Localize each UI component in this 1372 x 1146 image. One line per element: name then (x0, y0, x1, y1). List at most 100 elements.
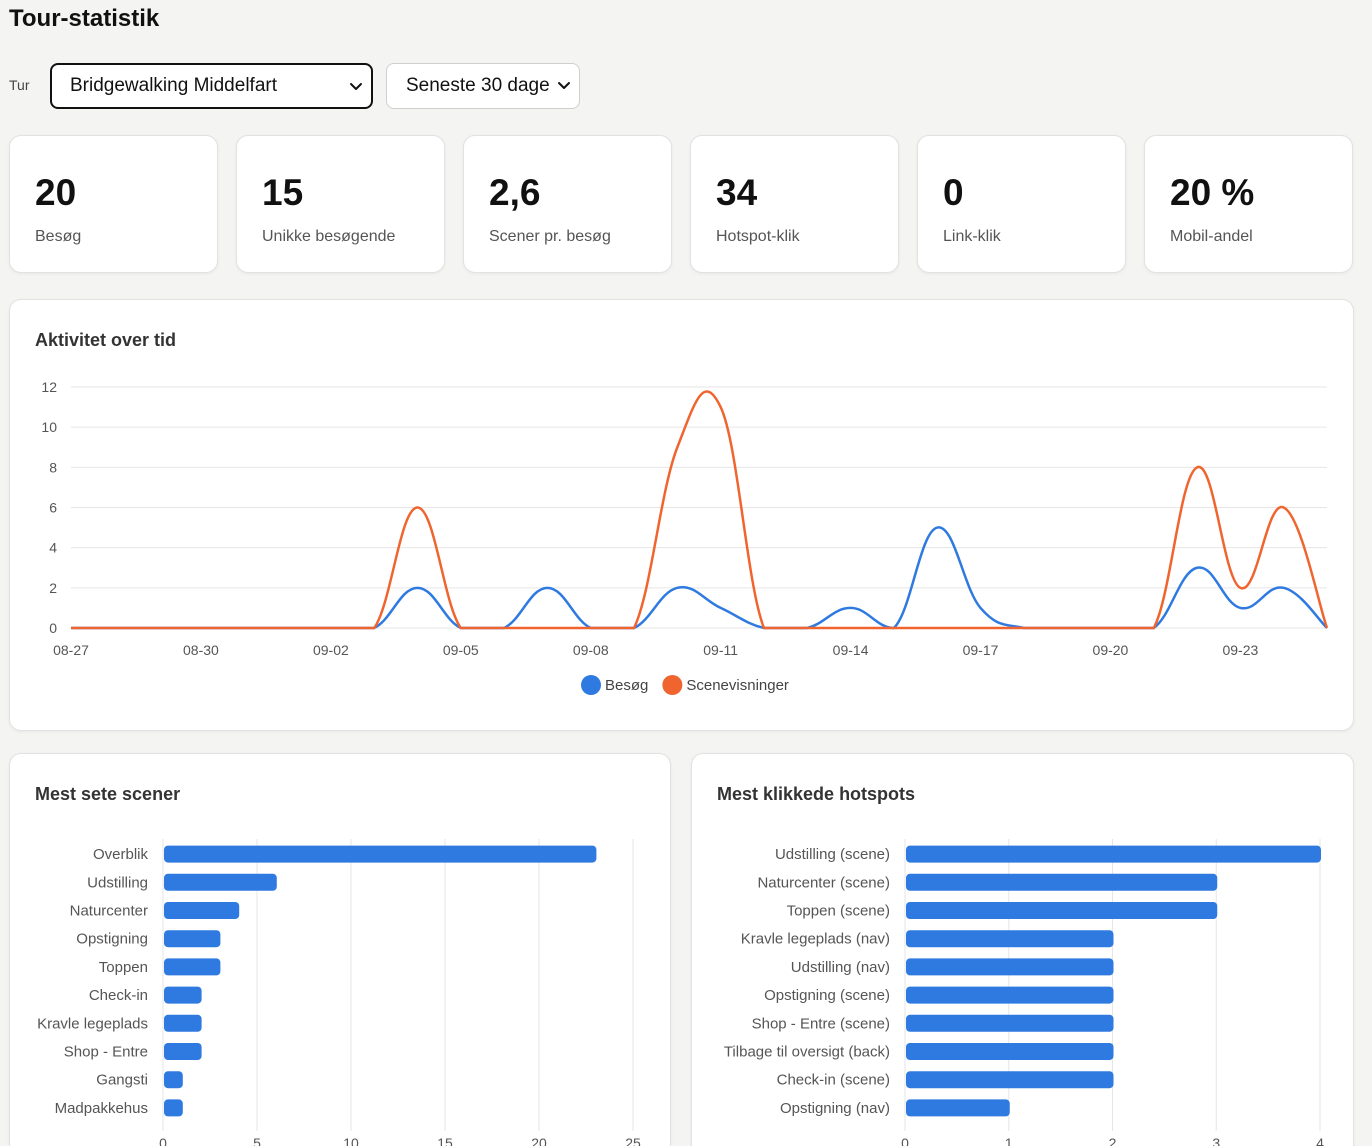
category-label: Udstilling (nav) (791, 959, 890, 976)
legend-swatch (662, 675, 683, 695)
tour-filter-label: Tur (9, 77, 30, 93)
x-tick-label: 09-08 (573, 642, 609, 658)
x-tick-label: 20 (531, 1135, 547, 1146)
legend-label: Besøg (605, 677, 648, 694)
category-label: Shop - Entre (64, 1044, 148, 1061)
hotspots-chart-title: Mest klikkede hotspots (717, 784, 916, 804)
kpi-card-hotspot-clicks: 34 Hotspot-klik (690, 135, 899, 273)
x-tick-label: 1 (1005, 1135, 1013, 1146)
legend-label: Scenevisninger (686, 677, 789, 694)
x-tick-label: 0 (901, 1135, 909, 1146)
x-tick-label: 4 (1316, 1135, 1324, 1146)
scenes-bar-chart[interactable]: 0 5 10 15 20 25 Overblik Udstilling Naturcenter O… (10, 754, 672, 1146)
y-tick-label: 12 (41, 379, 57, 395)
category-label: Udstilling (87, 874, 148, 891)
kpi-label: Mobil-andel (1170, 228, 1253, 245)
legend-swatch (581, 675, 601, 695)
category-label: Opstigning (nav) (780, 1100, 890, 1117)
kpi-value: 15 (262, 172, 304, 213)
kpi-card-link-clicks: 0 Link-klik (917, 135, 1126, 273)
kpi-label: Link-klik (943, 228, 1001, 245)
x-tick-label: 08-27 (53, 642, 89, 658)
x-tick-label: 09-11 (703, 642, 738, 658)
bar[interactable] (906, 1071, 1114, 1089)
kpi-card-visits: 20 Besøg (9, 135, 218, 273)
category-label: Toppen (scene) (787, 903, 890, 920)
y-tick-label: 0 (49, 620, 57, 636)
x-tick-label: 3 (1212, 1135, 1220, 1146)
category-label: Udstilling (scene) (775, 846, 890, 863)
scenes-panel: Mest sete scener 0 5 10 15 20 25 Overblik Udsti… (9, 753, 671, 1146)
x-tick-label: 09-17 (963, 642, 999, 658)
category-label: Toppen (99, 959, 148, 976)
page-title: Tour-statistik (9, 5, 160, 32)
kpi-label: Besøg (35, 228, 82, 245)
category-label: Shop - Entre (scene) (752, 1015, 890, 1032)
tour-select-value: Bridgewalking Middelfart (70, 75, 277, 96)
bar[interactable] (906, 1014, 1114, 1032)
kpi-card-mobile-share: 20 % Mobil-andel (1144, 135, 1353, 273)
activity-panel: Aktivitet over tid 0 2 4 6 8 10 12 08-27 08-30 09… (9, 299, 1354, 731)
bar[interactable] (164, 930, 221, 948)
kpi-label: Unikke besøgende (262, 228, 396, 245)
category-label: Madpakkehus (55, 1100, 148, 1117)
category-label: Naturcenter (scene) (757, 874, 890, 891)
bar[interactable] (906, 986, 1114, 1004)
x-tick-label: 09-23 (1222, 642, 1258, 658)
category-label: Gangsti (96, 1072, 148, 1089)
chevron-down-icon (558, 82, 570, 89)
hotspots-panel: Mest klikkede hotspots 0 1 2 3 4 Udstilling (… (691, 753, 1354, 1146)
legend-item[interactable]: Scenevisninger (662, 675, 789, 695)
bar[interactable] (906, 930, 1114, 948)
period-select-value: Seneste 30 dage (406, 75, 550, 96)
bar[interactable] (906, 845, 1321, 863)
bar[interactable] (906, 902, 1218, 919)
activity-chart-title: Aktivitet over tid (35, 330, 177, 350)
category-label: Check-in (89, 987, 148, 1004)
category-label: Overblik (93, 846, 149, 863)
bar[interactable] (906, 1099, 1010, 1117)
x-tick-label: 08-30 (183, 642, 219, 658)
y-tick-label: 10 (41, 419, 57, 435)
bar[interactable] (164, 958, 221, 976)
category-label: Naturcenter (70, 903, 148, 920)
series-line (71, 526, 1328, 630)
bar[interactable] (906, 1043, 1114, 1060)
activity-line-chart[interactable]: 0 2 4 6 8 10 12 08-27 08-30 09-02 09-05 09-08 09-11 0… (10, 300, 1355, 732)
y-tick-label: 2 (49, 580, 57, 596)
category-label: Kravle legeplads (37, 1015, 148, 1032)
kpi-card-unique-visitors: 15 Unikke besøgende (236, 135, 445, 273)
category-label: Check-in (scene) (777, 1072, 890, 1089)
kpi-value: 34 (716, 172, 758, 213)
kpi-value: 0 (943, 172, 964, 213)
bar[interactable] (164, 873, 277, 891)
bar[interactable] (906, 958, 1114, 976)
kpi-value: 2,6 (489, 172, 541, 213)
bar[interactable] (906, 873, 1218, 891)
x-tick-label: 10 (343, 1135, 359, 1146)
bar[interactable] (164, 902, 240, 919)
bar[interactable] (164, 1071, 183, 1089)
x-tick-label: 09-02 (313, 642, 349, 658)
bar[interactable] (164, 845, 597, 863)
scenes-chart-title: Mest sete scener (35, 784, 181, 804)
kpi-value: 20 % (1170, 172, 1255, 213)
legend-item[interactable]: Besøg (581, 675, 648, 695)
y-tick-label: 4 (49, 540, 57, 556)
x-tick-label: 15 (437, 1135, 453, 1146)
tour-select[interactable]: Bridgewalking Middelfart (50, 63, 373, 109)
bar[interactable] (164, 986, 202, 1004)
x-tick-label: 09-14 (833, 642, 869, 658)
y-tick-label: 6 (49, 500, 57, 516)
bar[interactable] (164, 1043, 202, 1060)
bar[interactable] (164, 1099, 183, 1117)
hotspots-bar-chart[interactable]: 0 1 2 3 4 Udstilling (scene) Naturcenter (scen… (692, 754, 1355, 1146)
x-tick-label: 2 (1109, 1135, 1117, 1146)
period-select[interactable]: Seneste 30 dage (386, 63, 580, 109)
kpi-label: Hotspot-klik (716, 228, 800, 245)
category-label: Tilbage til oversigt (back) (724, 1044, 890, 1061)
x-tick-label: 5 (253, 1135, 261, 1146)
kpi-value: 20 (35, 172, 77, 213)
x-tick-label: 09-20 (1093, 642, 1129, 658)
bar[interactable] (164, 1014, 202, 1032)
